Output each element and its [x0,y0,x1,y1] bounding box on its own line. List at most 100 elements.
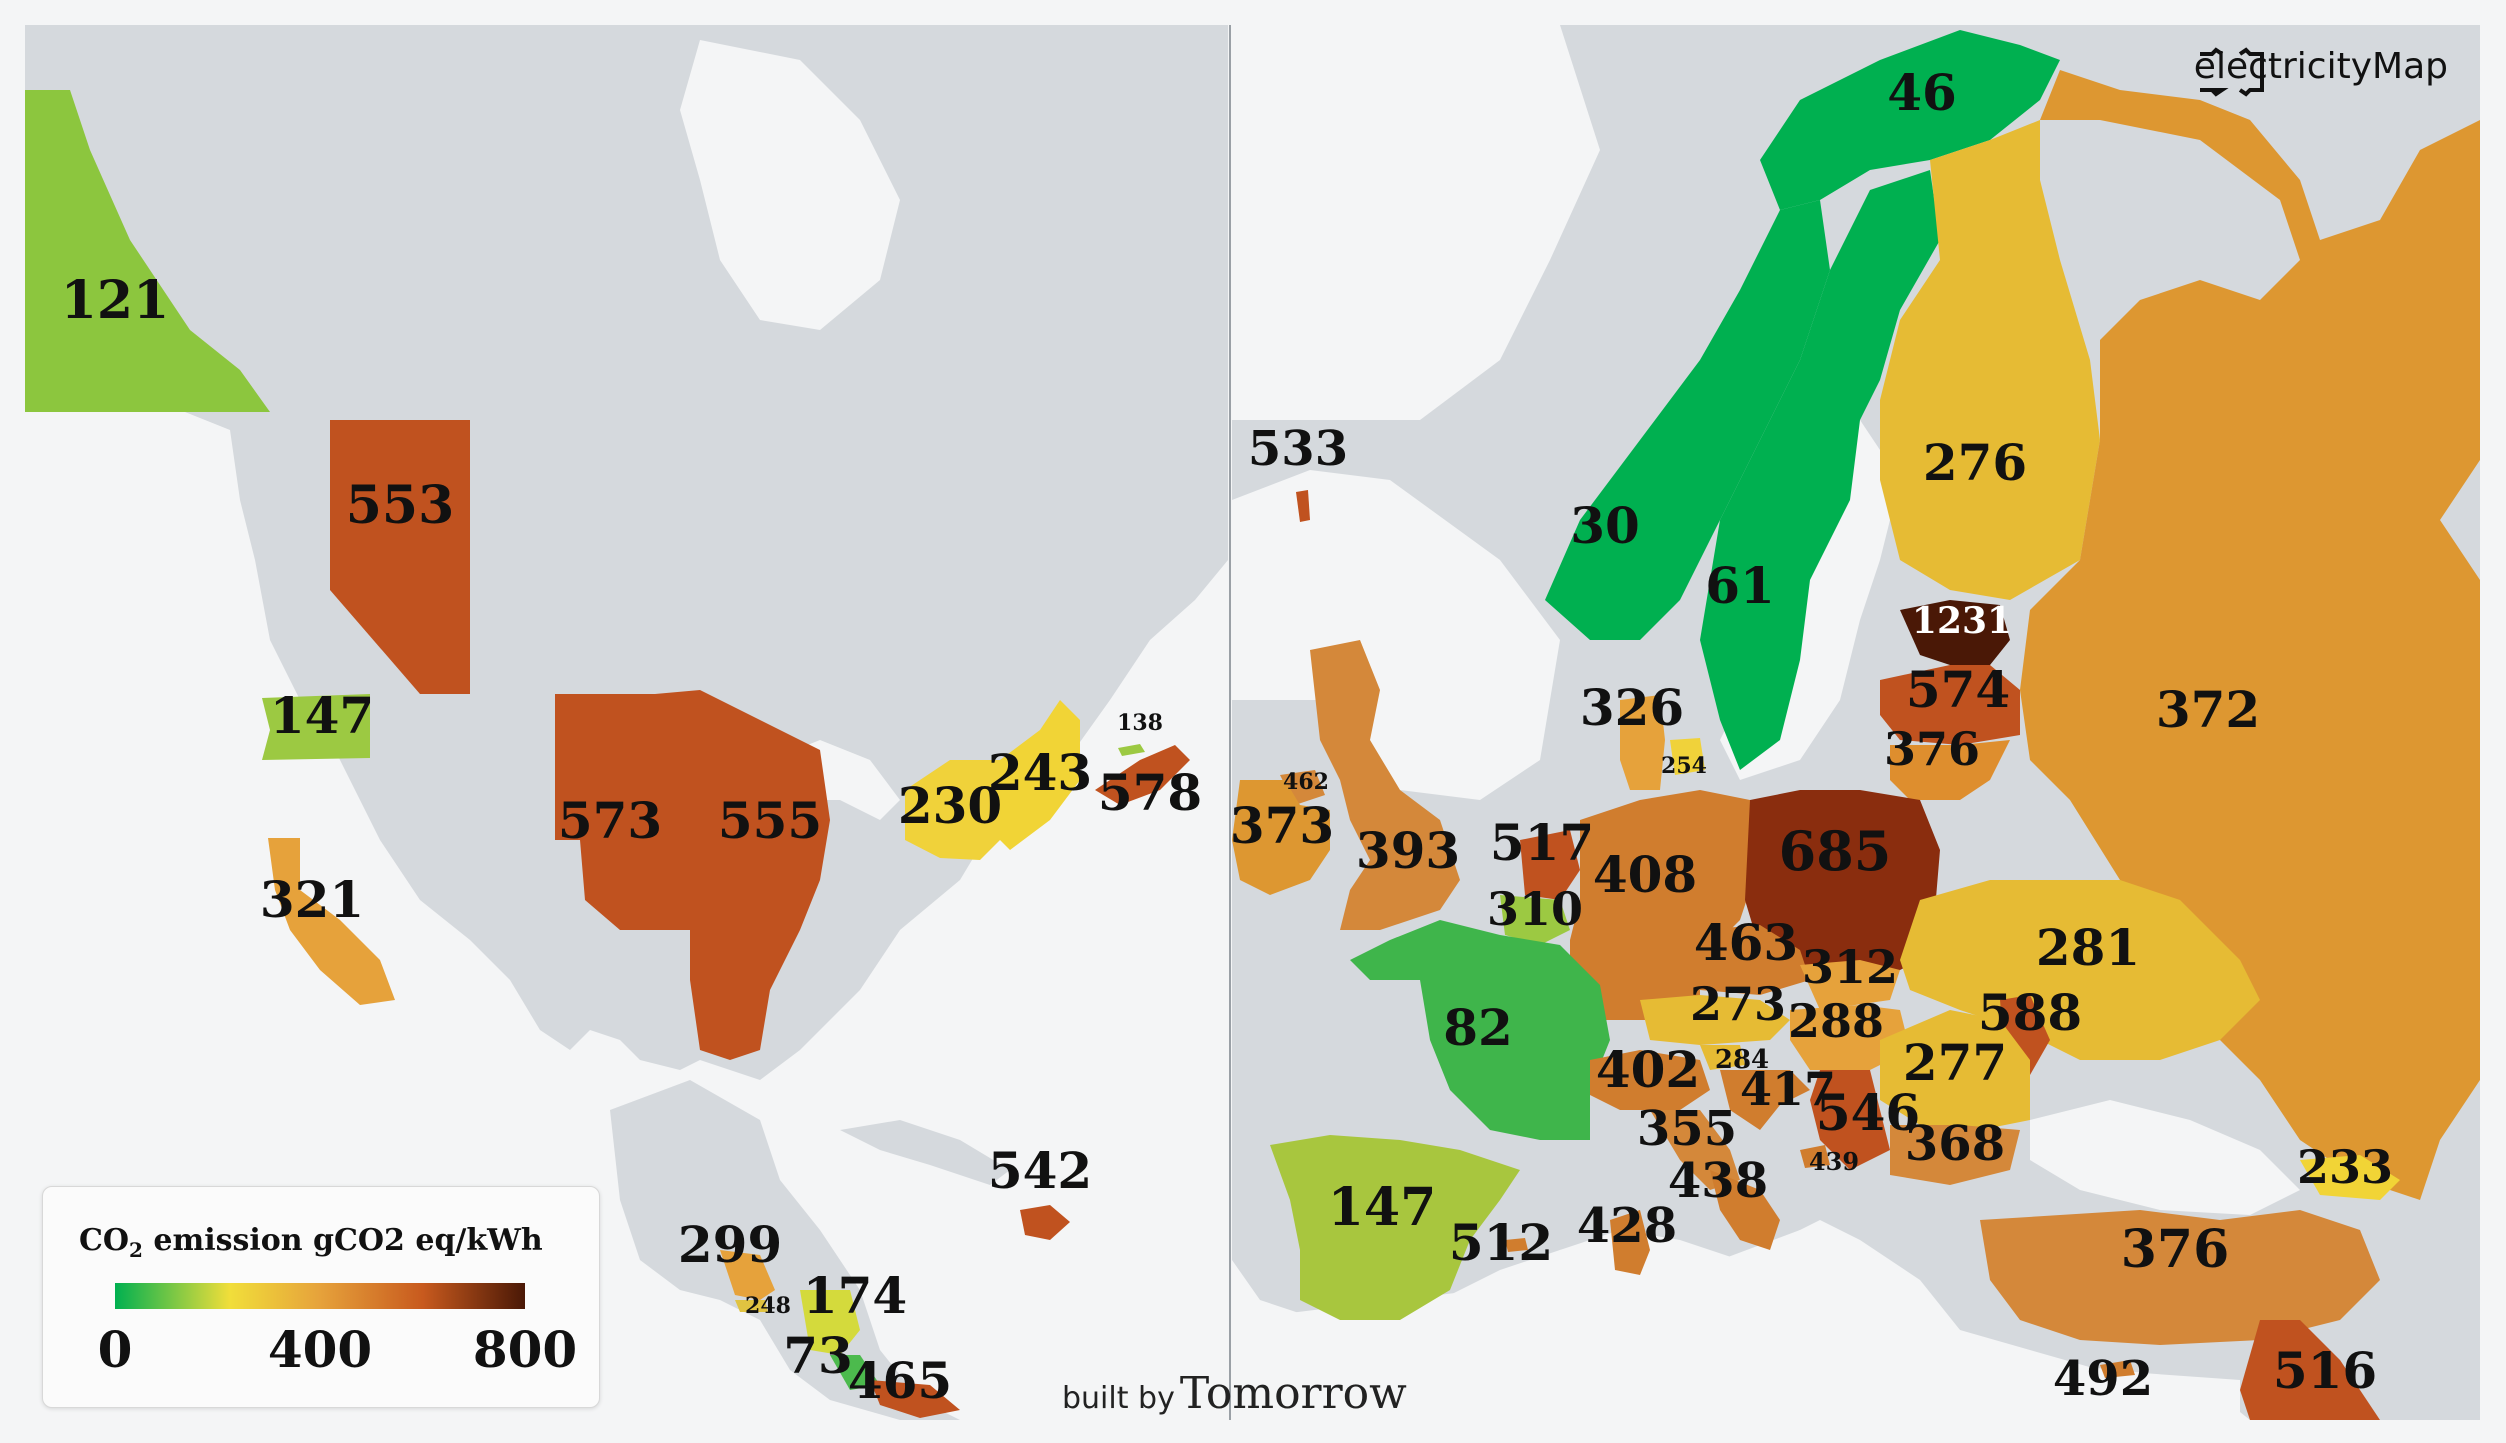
region-czechia[interactable] [1700,925,1810,995]
region-austria[interactable] [1640,995,1790,1045]
region-montenegro[interactable] [1800,1145,1830,1168]
region-label-italy-central: 355 [1637,1101,1737,1157]
region-dominican-republic[interactable] [1020,1205,1070,1240]
region-belgium[interactable] [1500,895,1570,945]
region-slovakia[interactable] [1800,960,1900,1010]
central-america-land [610,1080,960,1420]
region-guatemala[interactable] [720,1250,775,1300]
region-washington[interactable] [262,694,370,760]
region-poland[interactable] [1745,790,1940,980]
region-label-estonia: 1231 [1912,600,2012,642]
region-label-yukon: 121 [61,270,170,331]
region-france[interactable] [1350,920,1610,1140]
region-yukon[interactable] [25,90,270,412]
credit-line[interactable]: built by Tomorrow [1062,1368,1407,1419]
region-new-england[interactable] [1000,700,1080,850]
region-label-hungary: 288 [1788,994,1884,1048]
region-italy-central[interactable] [1650,1110,1740,1190]
region-label-germany: 408 [1593,845,1697,904]
region-label-lithuania: 376 [1884,722,1980,776]
region-croatia[interactable] [1720,1070,1810,1130]
region-netherlands[interactable] [1520,830,1580,900]
credit-prefix: built by [1062,1381,1175,1416]
credit-name[interactable]: Tomorrow [1179,1368,1407,1419]
region-costa-rica[interactable] [830,1355,880,1390]
region-serbia[interactable] [1810,1070,1890,1170]
region-israel[interactable] [2240,1320,2380,1420]
region-label-new-england: 243 [988,743,1092,802]
region-pei[interactable] [1118,744,1145,756]
region-italy-south[interactable] [1710,1170,1780,1250]
region-sardinia[interactable] [1610,1210,1650,1275]
region-norway[interactable] [1545,200,1830,640]
region-label-sweden: 61 [1705,556,1775,615]
mediterranean-sea [1232,1230,2240,1420]
region-turkey[interactable] [1980,1210,2380,1345]
region-label-romania: 277 [1903,1033,2007,1092]
region-denmark-west[interactable] [1620,695,1665,790]
region-label-georgia: 233 [2297,1140,2393,1194]
region-nova-scotia[interactable] [1095,745,1190,805]
region-label-croatia: 417 [1740,1062,1836,1116]
region-label-latvia: 574 [1906,660,2010,719]
region-label-sardinia: 428 [1577,1198,1677,1254]
region-cyprus[interactable] [2100,1360,2135,1378]
region-finland[interactable] [1880,120,2100,600]
region-ireland[interactable] [1232,780,1330,895]
region-label-montenegro: 439 [1809,1147,1859,1176]
region-new-york[interactable] [905,760,1000,860]
region-nicaragua[interactable] [800,1290,860,1355]
region-romania[interactable] [1880,1010,2030,1130]
region-germany[interactable] [1570,790,1760,1020]
region-italy-north[interactable] [1590,1050,1710,1110]
region-georgia[interactable] [2300,1155,2400,1200]
region-label-finland: 276 [1923,433,2027,492]
region-norway-north[interactable] [1760,30,2060,210]
region-panama[interactable] [870,1380,960,1418]
region-label-iceland: 533 [1248,421,1348,477]
hudson-bay [680,40,900,330]
region-balearic[interactable] [1505,1238,1528,1252]
region-label-france: 82 [1443,998,1513,1057]
region-spp[interactable] [555,694,690,930]
region-label-costa-rica: 73 [783,1326,853,1385]
region-label-dominican-republic: 542 [988,1141,1092,1200]
region-label-bulgaria: 368 [1905,1116,2005,1172]
region-label-belgium: 310 [1487,882,1583,936]
region-lithuania[interactable] [1890,740,2010,800]
region-label-israel: 516 [2273,1341,2377,1400]
legend-title: CO2 emission gCO2 eq/kWh [79,1223,543,1262]
region-label-spp: 573 [558,791,662,850]
region-ukraine[interactable] [1900,880,2260,1060]
region-label-panama: 465 [848,1351,952,1410]
region-label-spain: 147 [1328,1177,1437,1238]
black-sea [2030,1100,2300,1215]
region-sweden[interactable] [1700,170,1940,770]
region-great-britain[interactable] [1310,640,1460,930]
cuba-land [840,1120,1010,1185]
region-estonia[interactable] [1900,600,2010,665]
north-sea [1232,470,1560,800]
region-california[interactable] [268,838,395,1005]
region-label-norway-north: 46 [1887,63,1957,122]
region-spain[interactable] [1270,1135,1520,1320]
region-label-california: 321 [260,870,364,929]
region-label-ukraine: 281 [2036,918,2140,977]
region-iceland[interactable] [1296,490,1310,522]
region-label-russia: 372 [2156,680,2260,739]
region-alberta[interactable] [330,420,470,694]
region-label-netherlands: 517 [1490,813,1594,872]
brand: electricityMap [2194,46,2448,97]
region-bulgaria[interactable] [1890,1125,2020,1185]
region-label-balearic: 512 [1449,1213,1553,1272]
region-denmark-east[interactable] [1670,738,1705,775]
region-miso[interactable] [655,690,830,1060]
region-slovenia[interactable] [1700,1045,1745,1070]
region-russia[interactable] [2020,70,2480,1200]
region-label-italy-north: 402 [1596,1040,1700,1099]
region-el-salvador[interactable] [735,1300,768,1312]
region-latvia[interactable] [1880,665,2020,745]
region-label-moldova: 588 [1978,983,2082,1042]
legend-title-sub: 2 [129,1238,143,1262]
